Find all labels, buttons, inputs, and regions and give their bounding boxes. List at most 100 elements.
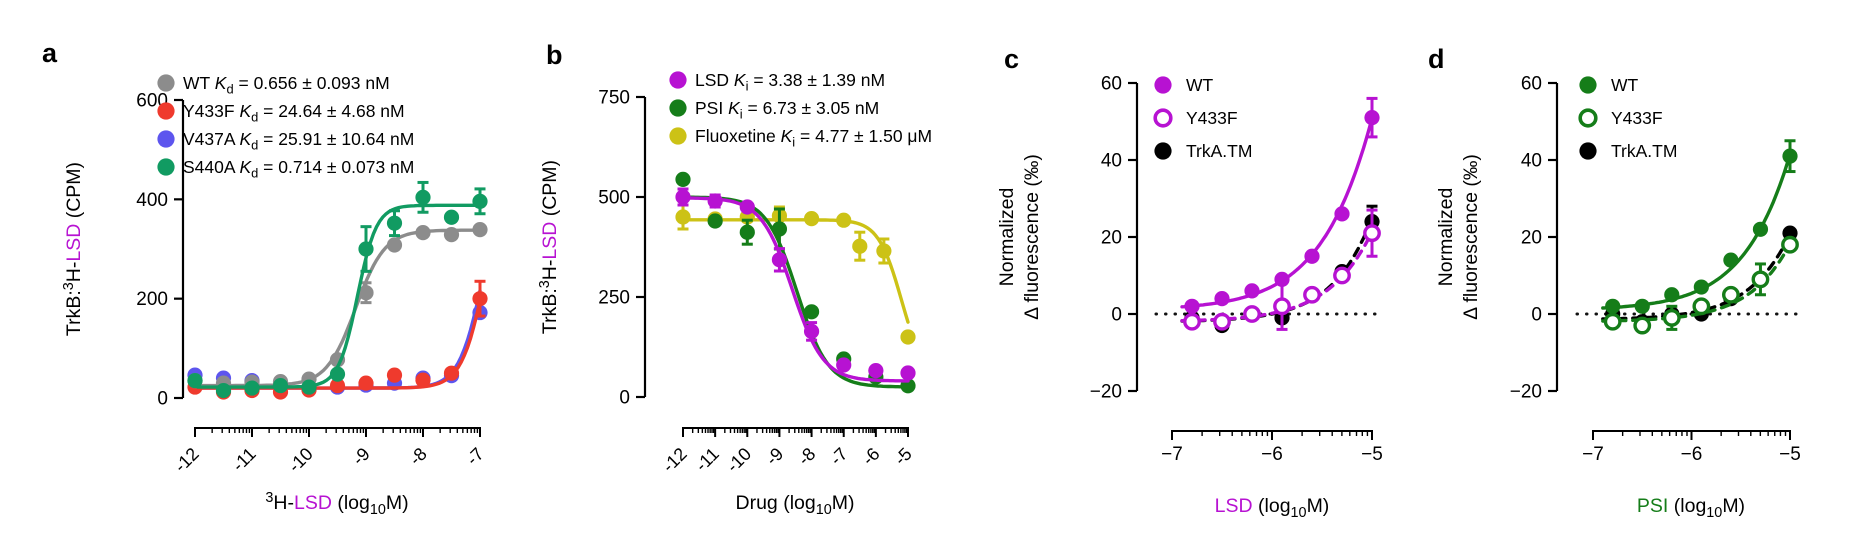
legend-item: Fluoxetine Ki = 4.77 ± 1.50 μM xyxy=(669,126,932,149)
legend-item: TrkA.TM xyxy=(1154,141,1252,161)
legend-marker-open xyxy=(1578,108,1598,128)
y-tick-label: 400 xyxy=(136,190,168,211)
data-point xyxy=(1693,279,1709,295)
series-s440a xyxy=(187,180,488,399)
data-point xyxy=(472,291,488,307)
legend: WT Y433F TrkA.TM xyxy=(1578,75,1677,161)
data-point xyxy=(358,375,374,391)
panel-label-a: a xyxy=(42,38,58,68)
y-tick-label: 60 xyxy=(1101,74,1122,95)
legend-item: TrkA.TM xyxy=(1579,141,1677,161)
y-tick-label: 250 xyxy=(598,288,630,309)
data-point xyxy=(739,224,755,240)
data-point xyxy=(868,363,884,379)
legend-marker xyxy=(669,71,687,89)
data-point-open xyxy=(1303,285,1321,304)
x-axis xyxy=(1171,430,1373,440)
data-point xyxy=(415,372,431,388)
data-point-open xyxy=(1633,316,1652,335)
data-point xyxy=(876,243,892,259)
series-lsd xyxy=(675,187,916,383)
data-point xyxy=(415,189,431,205)
data-point-open xyxy=(1333,266,1351,285)
data-point xyxy=(244,380,260,396)
data-point xyxy=(675,209,691,225)
data-point xyxy=(1184,298,1200,314)
x-axis-title: LSD (log10M) xyxy=(1215,495,1330,521)
y-tick-label: 40 xyxy=(1521,151,1542,172)
data-point-open xyxy=(1722,285,1740,304)
legend-item: Y433F xyxy=(1578,108,1663,128)
legend-label: WT xyxy=(1186,75,1214,95)
data-point xyxy=(707,213,723,229)
data-point xyxy=(386,367,403,383)
y-axis-title-line: Δ fluorescence (‰) xyxy=(1460,154,1482,320)
panel-label-b: b xyxy=(546,40,563,70)
data-point xyxy=(472,222,488,238)
data-point xyxy=(836,212,852,228)
legend-marker xyxy=(157,158,175,176)
data-point xyxy=(1364,110,1380,126)
x-tick-label: −5 xyxy=(1361,444,1383,465)
x-tick-label: −6 xyxy=(1261,444,1283,465)
data-point xyxy=(803,323,820,339)
legend-marker xyxy=(1154,76,1172,94)
data-point xyxy=(1752,221,1769,237)
data-point xyxy=(739,199,755,215)
data-point xyxy=(301,379,317,395)
legend-item: PSI Ki = 6.73 ± 3.05 nM xyxy=(669,98,879,121)
data-point xyxy=(1214,291,1230,307)
data-point xyxy=(803,211,820,227)
legend-item: WT xyxy=(1579,75,1639,95)
data-point xyxy=(415,225,431,241)
data-point xyxy=(443,226,460,243)
data-point xyxy=(329,377,346,394)
legend-label: Y433F Kd = 24.64 ± 4.68 nM xyxy=(183,101,405,124)
y-tick-label: 60 xyxy=(1521,74,1542,95)
data-point xyxy=(358,241,374,257)
data-point-open xyxy=(1781,235,1799,254)
legend-marker xyxy=(669,127,687,145)
series-y433f xyxy=(1180,208,1381,331)
y-tick-label: 750 xyxy=(598,88,630,109)
legend-item: WT xyxy=(1154,75,1214,95)
legend-label: WT xyxy=(1611,75,1639,95)
legend-label: LSD Ki = 3.38 ± 1.39 nM xyxy=(695,70,885,93)
y-tick-label: −20 xyxy=(1090,382,1122,403)
y-axis-title-line: Δ fluorescence (‰) xyxy=(1021,154,1043,320)
data-point xyxy=(386,215,403,231)
y-tick-label: 20 xyxy=(1101,228,1122,249)
data-point xyxy=(852,238,868,254)
legend-label: TrkA.TM xyxy=(1186,141,1252,161)
y-axis xyxy=(636,95,647,399)
data-point-open xyxy=(1183,312,1201,331)
legend-item: V437A Kd = 25.91 ± 10.64 nM xyxy=(157,129,414,152)
y-tick-label: 0 xyxy=(1111,305,1122,326)
data-point xyxy=(329,366,346,382)
y-tick-label: 500 xyxy=(598,188,630,209)
legend-marker xyxy=(669,99,687,117)
legend-item: Y433F Kd = 24.64 ± 4.68 nM xyxy=(157,101,405,124)
y-axis-title: TrkB:3H-LSD (CPM) xyxy=(537,160,561,334)
data-point xyxy=(1334,206,1350,222)
data-point-open xyxy=(1751,270,1770,289)
data-point-open xyxy=(1273,297,1291,316)
legend-marker xyxy=(1579,142,1597,160)
legend-marker xyxy=(1154,142,1172,160)
data-point xyxy=(1782,148,1798,164)
data-point xyxy=(443,365,460,381)
panel-label-d: d xyxy=(1428,44,1445,74)
data-point xyxy=(675,171,691,187)
panel-d-plot: −20 0 20 40 60 −7 −6 −5 PSI (log10M) Normalized Δ … xyxy=(1435,74,1801,521)
x-tick-label: −7 xyxy=(1582,444,1604,465)
data-point xyxy=(215,382,232,399)
legend-marker xyxy=(157,130,175,148)
y-tick-label: 200 xyxy=(136,289,168,310)
data-point xyxy=(707,193,723,209)
data-point xyxy=(675,189,691,205)
x-axis xyxy=(1592,430,1791,440)
legend-marker xyxy=(157,102,175,120)
legend-marker xyxy=(1579,76,1597,94)
data-point xyxy=(1244,283,1260,299)
